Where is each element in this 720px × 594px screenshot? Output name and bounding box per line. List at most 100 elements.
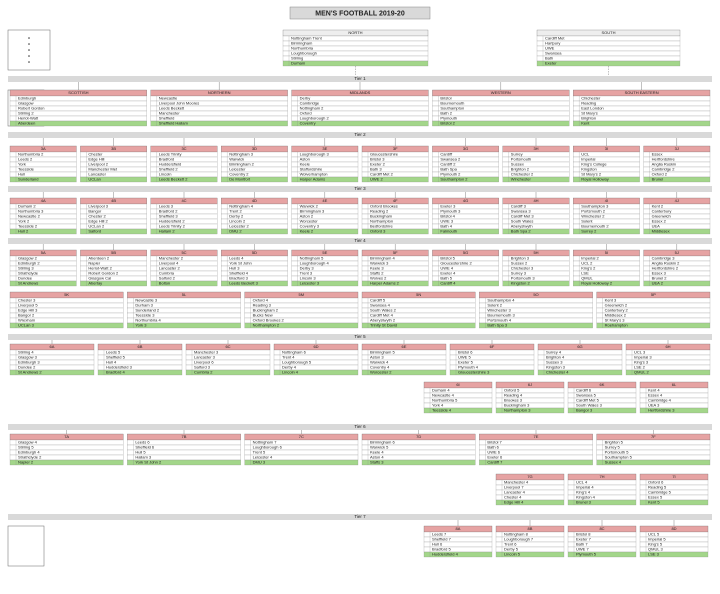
team-name: Oxford 2	[652, 172, 668, 177]
league-title: 8A	[456, 526, 461, 531]
team-name: Sheffield 5	[106, 355, 126, 360]
team-row	[185, 369, 271, 376]
team-name: Edge Hill 2	[88, 219, 108, 224]
team-row	[537, 369, 623, 376]
league-title: 5J	[675, 250, 679, 255]
league-title: 5M	[299, 292, 305, 297]
team-row	[9, 322, 124, 329]
team-row	[643, 280, 711, 287]
team-name: Kent 2	[652, 204, 664, 209]
team-name: Aston 3	[370, 355, 384, 360]
team-row	[567, 499, 637, 506]
team-name: Sussex 3	[546, 360, 563, 365]
team-name: Teesside 2	[18, 224, 38, 229]
league-title: SCOTTISH	[68, 90, 88, 95]
team-name: Bangor	[88, 209, 102, 214]
team-name: Glasgow Cal	[88, 276, 111, 281]
team-name: Heriot-Watt	[18, 116, 39, 121]
team-name: Surrey 4	[546, 350, 562, 355]
team-name: Brunel	[652, 177, 664, 182]
team-row	[495, 551, 565, 558]
team-row	[80, 176, 147, 183]
team-name: Hallam 3	[135, 455, 152, 460]
team-name: Worcester	[300, 219, 319, 224]
team-name: Swansea 5	[576, 393, 597, 398]
team-name: Keele 3	[370, 266, 384, 271]
team-name: UWE 4	[440, 266, 453, 271]
team-name: Leeds Beckett	[159, 106, 185, 111]
team-row	[643, 228, 711, 235]
team-row	[361, 228, 429, 235]
team-name: UCL 3	[634, 350, 646, 355]
team-row	[361, 322, 476, 329]
league-title: 3J	[675, 146, 679, 151]
team-name: York 3	[135, 323, 147, 328]
league-title: 6L	[672, 382, 677, 387]
team-name: Edinburgh	[18, 96, 36, 101]
team-name: Plymouth 2	[440, 172, 461, 177]
league-title: 8B	[528, 526, 533, 531]
team-row	[244, 322, 359, 329]
team-name: Northampton 3	[504, 408, 531, 413]
team-name: Kingston 4	[576, 495, 596, 500]
team-row	[127, 459, 241, 466]
team-name: Northampton	[370, 219, 393, 224]
team-name: Hallam 2	[159, 229, 176, 234]
team-name: Leeds Trinity 2	[159, 224, 186, 229]
team-name: Brighton 2	[511, 167, 530, 172]
team-row	[573, 176, 640, 183]
team-name: Greenwich 2	[605, 303, 628, 308]
team-name: St Mary's	[581, 111, 598, 116]
team-name: Winchester 3	[487, 308, 511, 313]
team-name: De Montfort	[229, 177, 251, 182]
team-name: Bath Spa 2	[511, 229, 532, 234]
team-name: Derby 5	[504, 547, 519, 552]
team-name: Oxford Brookes 2	[253, 318, 285, 323]
team-name: Birmingham 3	[300, 209, 325, 214]
team-name: King's College	[581, 162, 607, 167]
league-title: 5N	[416, 292, 421, 297]
key-frame	[7, 29, 51, 71]
team-name: Stirling 3	[18, 266, 34, 271]
team-name: Newcastle 3	[135, 298, 158, 303]
team-name: Bristol 4	[440, 214, 455, 219]
team-name: Bangor 3	[576, 408, 593, 413]
team-name: Kingston 3	[546, 365, 566, 370]
team-name: South Wales	[511, 219, 534, 224]
team-name: Warwick 2	[300, 204, 319, 209]
team-name: Wrexham	[18, 318, 36, 323]
team-row	[432, 120, 570, 127]
team-name: Staffordshire	[300, 167, 323, 172]
team-row	[9, 176, 77, 183]
league-title: 6D	[313, 344, 318, 349]
team-name: Surrey	[511, 152, 523, 157]
team-name: Southampton 3	[581, 204, 609, 209]
team-row	[432, 176, 499, 183]
team-name: Buckingham 3	[504, 403, 530, 408]
league-title: 6H	[665, 344, 670, 349]
league-title: WESTERN	[491, 90, 511, 95]
team-name: Sussex 2	[511, 261, 528, 266]
team-row	[273, 369, 359, 376]
team-name: Napier	[88, 261, 100, 266]
team-name: Lancaster	[88, 172, 106, 177]
league-title: 6F	[490, 344, 495, 349]
team-row	[643, 176, 711, 183]
team-name: Kent 5	[648, 500, 660, 505]
team-name: Buckingham 2	[253, 308, 279, 313]
team-name: Huddersfield 4	[432, 552, 459, 557]
team-name: Nottingham 5	[300, 256, 325, 261]
team-name: Cardiff Met 2	[370, 172, 394, 177]
team-name: Coventry	[300, 121, 316, 126]
team-name: Liverpool 4	[159, 261, 179, 266]
team-row	[495, 407, 565, 414]
team-name: Bristol 2	[440, 121, 455, 126]
team-name: Trinity St David	[370, 323, 397, 328]
league-title: 5F	[393, 250, 398, 255]
team-name: Chester 4	[504, 495, 522, 500]
team-name: King's 5	[648, 542, 663, 547]
league-title: 4H	[533, 198, 538, 203]
team-name: Loughborough 4	[300, 261, 330, 266]
team-name: St Andrews 2	[18, 370, 42, 375]
